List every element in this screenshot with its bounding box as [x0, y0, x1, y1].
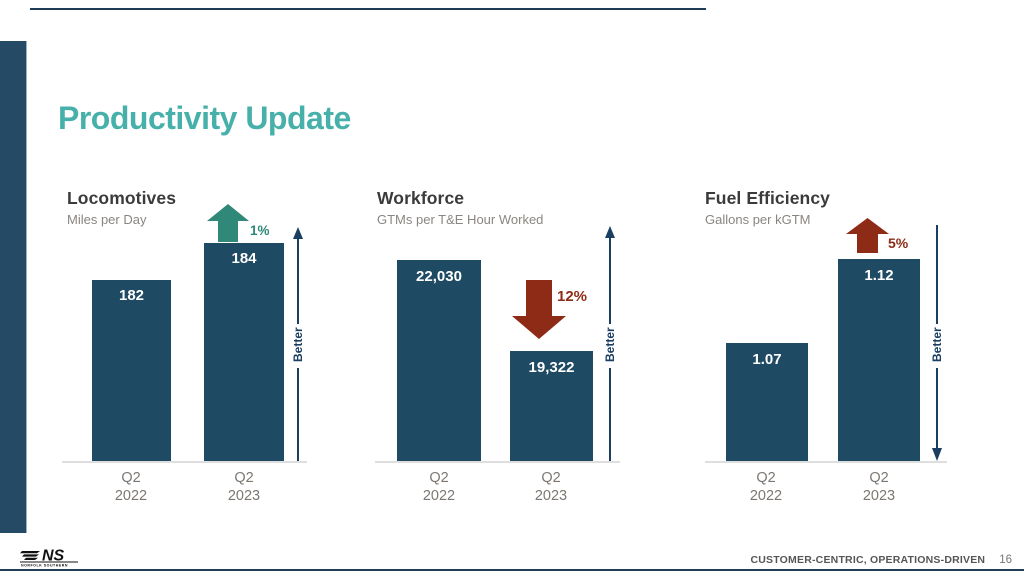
chart-title: Fuel Efficiency	[705, 188, 831, 208]
chart-subtitle: GTMs per T&E Hour Worked	[377, 212, 544, 227]
left-accent-bar	[0, 41, 27, 533]
svg-text:NS: NS	[42, 548, 65, 565]
x-tick-label: Q2 2022	[422, 470, 456, 505]
x-axis-baseline	[62, 461, 307, 463]
increase-arrow-icon	[846, 218, 889, 253]
footer: CUSTOMER-CENTRIC, OPERATIONS-DRIVEN 16	[750, 554, 1012, 566]
x-tick-label: Q2 2023	[227, 470, 261, 505]
ns-speed-lines-icon	[20, 551, 40, 560]
better-axis-line	[297, 368, 299, 461]
chart-subtitle: Gallons per kGTM	[705, 212, 811, 227]
bar-value-label: 184	[231, 250, 257, 267]
better-axis-line	[936, 225, 938, 324]
better-axis-arrowhead-icon	[293, 227, 303, 239]
bar-value-label: 1.12	[864, 267, 894, 284]
x-axis-baseline	[705, 461, 947, 463]
bottom-rule	[0, 569, 1024, 571]
bar-value-label: 182	[118, 287, 145, 304]
better-axis-line	[609, 237, 611, 324]
page-title: Productivity Update	[58, 100, 351, 136]
better-axis-line	[609, 368, 611, 461]
change-percent: 5%	[888, 235, 909, 251]
bar-q2-2023	[510, 351, 593, 461]
bar-q2-2022	[397, 260, 481, 461]
footer-tagline: CUSTOMER-CENTRIC, OPERATIONS-DRIVEN	[750, 554, 986, 566]
x-axis-baseline	[375, 461, 620, 463]
bar-value-label: 1.07	[752, 351, 782, 368]
better-axis-line	[936, 368, 938, 448]
x-tick-label: Q2 2023	[862, 470, 896, 505]
svg-text:NORFOLK SOUTHERN: NORFOLK SOUTHERN	[21, 564, 68, 568]
bar-value-label: 22,030	[416, 268, 462, 285]
bar-q2-2023	[838, 259, 920, 461]
chart-fuel-efficiency-header: Fuel Efficiency Gallons per kGTM	[705, 188, 830, 227]
chart-title: Locomotives	[67, 188, 177, 208]
better-label: Better	[930, 327, 944, 363]
change-percent: 12%	[557, 288, 588, 305]
chart-title: Workforce	[377, 188, 465, 208]
bar-q2-2023	[204, 243, 284, 461]
bar-q2-2022	[726, 343, 808, 461]
x-tick-label: Q2 2022	[114, 470, 148, 505]
page-number: 16	[999, 554, 1012, 566]
better-label: Better	[603, 327, 617, 363]
chart-subtitle: Miles per Day	[67, 212, 147, 227]
x-tick-label: Q2 2022	[749, 470, 783, 505]
bar-q2-2022	[92, 280, 171, 461]
increase-arrow-icon	[207, 204, 249, 242]
bar-value-label: 19,322	[528, 359, 575, 376]
better-label: Better	[291, 327, 305, 363]
decrease-arrow-icon	[512, 280, 566, 339]
better-axis-arrowhead-icon	[932, 448, 942, 461]
chart-workforce-header: Workforce GTMs per T&E Hour Worked	[377, 188, 543, 227]
norfolk-southern-logo: NS NORFOLK SOUTHERN	[20, 548, 78, 568]
top-rule	[30, 8, 706, 10]
chart-locomotives-header: Locomotives Miles per Day	[67, 188, 176, 227]
x-tick-label: Q2 2023	[534, 470, 568, 505]
better-axis-line	[297, 238, 299, 324]
better-axis-arrowhead-icon	[605, 226, 615, 238]
change-percent: 1%	[250, 223, 270, 238]
